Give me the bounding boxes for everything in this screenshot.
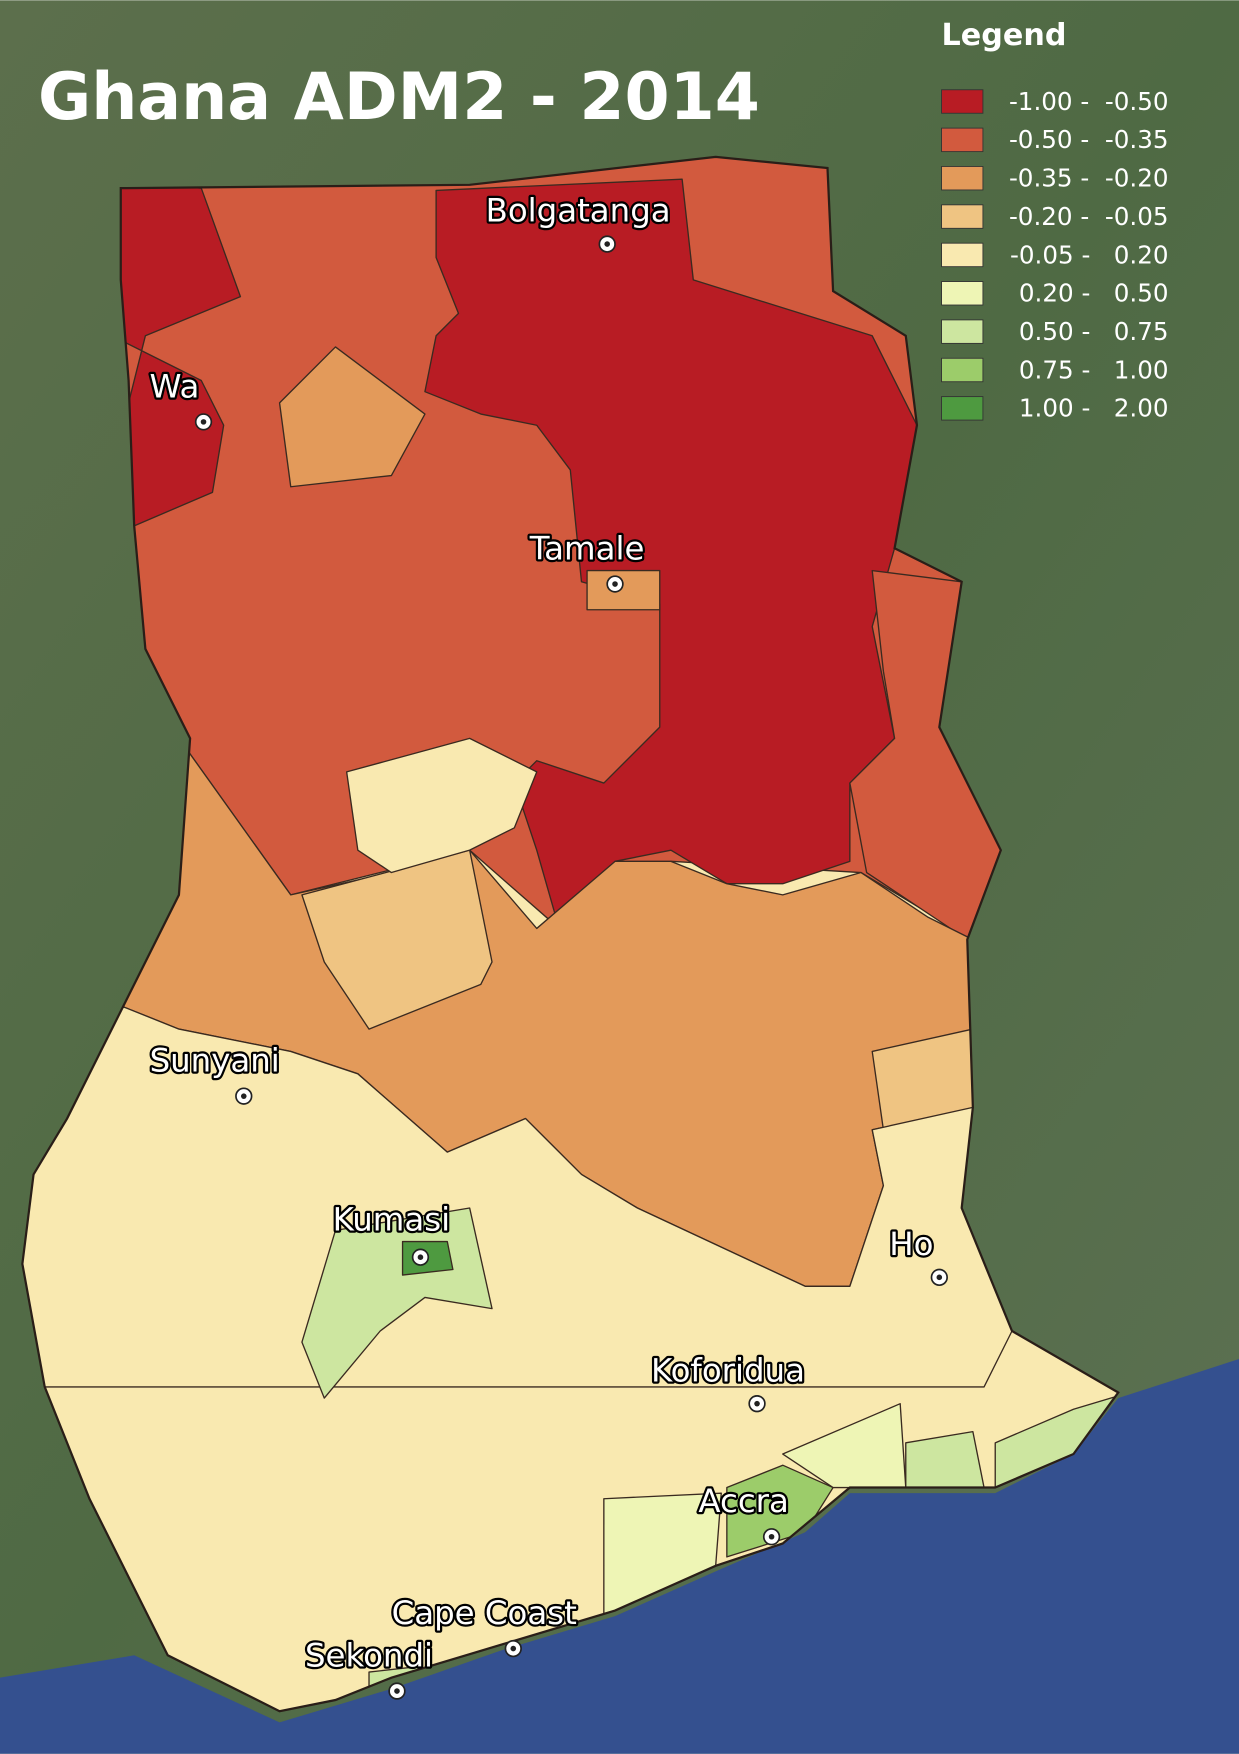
city-marker-dot (604, 241, 610, 247)
legend-swatch (941, 281, 984, 306)
city-label: Tamale (529, 529, 645, 567)
legend-label: -1.00 - -0.50 (1009, 87, 1169, 116)
city-marker-dot (754, 1400, 760, 1407)
city-label: Cape Coast (392, 1594, 577, 1632)
city-marker-dot (612, 581, 618, 587)
city-label: Accra (698, 1482, 788, 1520)
legend-label: 0.50 - 0.75 (1019, 317, 1169, 346)
legend-swatch (941, 127, 984, 153)
district (22, 1006, 1013, 1388)
legend-swatch (941, 89, 984, 114)
city-marker-dot (394, 1688, 400, 1694)
district (726, 1464, 834, 1558)
legend-label: -0.50 - -0.35 (1009, 125, 1169, 154)
city-marker-dot (510, 1645, 517, 1652)
city-marker-dot (936, 1274, 943, 1281)
legend-label: -0.05 - 0.20 (1010, 240, 1169, 269)
district (345, 737, 538, 874)
legend: Legend -1.00 - -0.50 -0.50 - -0.35 -0.35 -… (941, 18, 1169, 423)
legend-swatch (941, 357, 984, 383)
map-title: Ghana ADM2 - 2014 (38, 60, 760, 135)
legend-title: Legend (942, 18, 1067, 53)
legend-swatch (941, 319, 984, 344)
legend-label: 0.75 - 1.00 (1019, 355, 1169, 384)
district (586, 569, 661, 611)
legend-swatch (941, 204, 984, 229)
city-label: Sekondi (305, 1636, 433, 1674)
legend-swatch (941, 396, 984, 421)
legend-label: -0.35 - -0.20 (1009, 164, 1169, 193)
city-marker-dot (768, 1533, 775, 1540)
legend-label: 0.20 - 0.50 (1019, 279, 1169, 308)
city-label: Ho (889, 1225, 933, 1263)
legend-label: -0.20 - -0.05 (1009, 202, 1169, 231)
city-marker-dot (417, 1254, 424, 1260)
city-label: Sunyani (150, 1042, 280, 1080)
district (278, 346, 426, 488)
cities: Bolgatanga Wa Tamale Sunyani Kumasi Ho Koforid… (147, 189, 948, 1700)
city-label: Koforidua (651, 1351, 805, 1389)
city-marker-dot (240, 1093, 247, 1099)
city-label: Bolgatanga (486, 192, 671, 230)
city-label: Kumasi (333, 1200, 451, 1238)
legend-swatch (941, 242, 984, 268)
city-label: Wa (150, 367, 200, 405)
ocean (0, 1358, 1239, 1754)
legend-label: 1.00 - 2.00 (1019, 394, 1169, 423)
city-marker-dot (200, 419, 207, 425)
legend-swatch (941, 166, 984, 191)
